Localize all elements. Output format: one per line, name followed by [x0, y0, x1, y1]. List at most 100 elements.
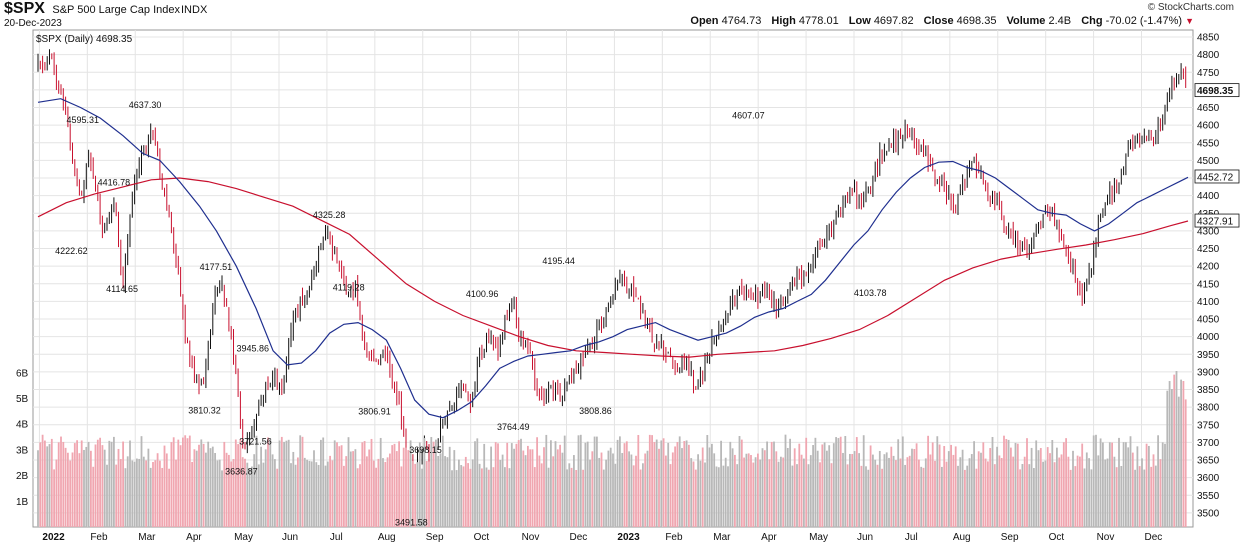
volume-bar [807, 464, 810, 527]
volume-bar [313, 450, 315, 527]
volume-bar [1125, 442, 1127, 527]
volume-bar [736, 464, 739, 527]
volume-bar [308, 460, 311, 527]
volume-bar [301, 436, 304, 527]
volume-bar [1079, 456, 1081, 527]
volume-bar [527, 445, 529, 527]
price-tag-label: 4452.72 [1197, 172, 1234, 183]
price-annotation: 4607.07 [732, 111, 765, 121]
volume-bar [329, 455, 331, 527]
price-annotation: 4177.51 [200, 262, 233, 272]
volume-bar [911, 448, 913, 527]
volume-bar [1164, 443, 1166, 527]
volume-bar [876, 464, 879, 527]
volume-bar [499, 459, 502, 527]
x-tick-label: May [809, 532, 828, 543]
y-tick-label: 4100 [1197, 297, 1220, 308]
volume-bar [531, 449, 534, 527]
volume-bar [651, 435, 653, 527]
price-annotation: 4119.28 [333, 283, 365, 293]
volume-bar [55, 459, 58, 527]
volume-bar [816, 450, 819, 527]
volume-bar [363, 441, 366, 527]
volume-bar [757, 453, 759, 527]
volume-bar [1104, 459, 1107, 527]
volume-bar [294, 464, 297, 527]
volume-bar [377, 458, 380, 527]
volume-bar [632, 465, 635, 527]
volume-bar [340, 445, 343, 527]
volume-bar [115, 464, 118, 527]
volume-bar [478, 463, 481, 527]
volume-bar [73, 443, 76, 527]
volume-bar [501, 454, 504, 527]
volume-bar [954, 446, 957, 527]
volume-bar [161, 467, 164, 527]
volume-bar [681, 448, 683, 527]
y-tick-label: 4850 [1197, 33, 1220, 44]
volume-bar [317, 464, 320, 527]
volume-bar [515, 443, 518, 527]
volume-bar [520, 438, 522, 527]
volume-bar [188, 435, 191, 527]
volume-bar [980, 452, 982, 527]
y-tick-label: 3650 [1197, 456, 1220, 467]
volume-bar [644, 453, 647, 527]
volume-bar [1033, 468, 1035, 527]
volume-bar [1092, 435, 1095, 527]
volume-bar [623, 443, 626, 527]
volume-bar [1173, 374, 1176, 527]
volume-bar [561, 452, 564, 527]
volume-bar [113, 436, 115, 527]
volume-bar [471, 459, 474, 527]
volume-bar [221, 470, 223, 527]
volume-bar [1166, 390, 1169, 527]
volume-bar [140, 436, 143, 527]
volume-bar [285, 440, 288, 527]
volume-bar [745, 453, 748, 527]
volume-bar [393, 443, 396, 527]
price-annotation: 4100.96 [466, 289, 499, 299]
volume-bar [738, 436, 741, 527]
volume-bar [727, 466, 729, 527]
price-tag-box [1194, 83, 1240, 98]
chart-date: 20-Dec-2023 [4, 18, 62, 29]
volume-bar [191, 461, 193, 527]
volume-bar [885, 452, 888, 527]
volume-bar [1108, 442, 1111, 527]
volume-bar [510, 443, 513, 527]
x-tick-label: Jul [330, 532, 343, 543]
volume-bar [352, 451, 354, 527]
volume-bar [1007, 439, 1010, 527]
volume-bar [835, 437, 837, 527]
volume-bar [1088, 458, 1090, 527]
volume-bar [892, 455, 895, 527]
volume-bar [573, 455, 575, 527]
ma200-line [37, 177, 1189, 358]
volume-bar [609, 447, 612, 527]
volume-bar [619, 436, 621, 527]
volume-bar [605, 459, 607, 527]
x-tick-label: Apr [186, 532, 202, 543]
price-annotation: 3764.49 [497, 422, 530, 432]
volume-bar [122, 441, 124, 527]
volume-bar [775, 451, 778, 527]
volume-bar [211, 446, 214, 527]
high-value: 4778.01 [798, 15, 839, 27]
volume-bar [959, 457, 962, 527]
volume-bar [853, 451, 856, 527]
volume-bar [908, 455, 911, 527]
volume-bar [692, 461, 695, 527]
volume-bar [481, 468, 483, 527]
volume-bar [1056, 447, 1058, 527]
volume-bar [589, 459, 591, 527]
volume-bar [205, 452, 207, 527]
volume-bar [428, 461, 430, 527]
volume-bar [1134, 469, 1136, 527]
volume-bar [837, 438, 840, 527]
volume-bar [1053, 462, 1056, 527]
volume-bar [809, 455, 812, 527]
volume-bar [669, 464, 672, 527]
volume-bar [306, 459, 308, 527]
